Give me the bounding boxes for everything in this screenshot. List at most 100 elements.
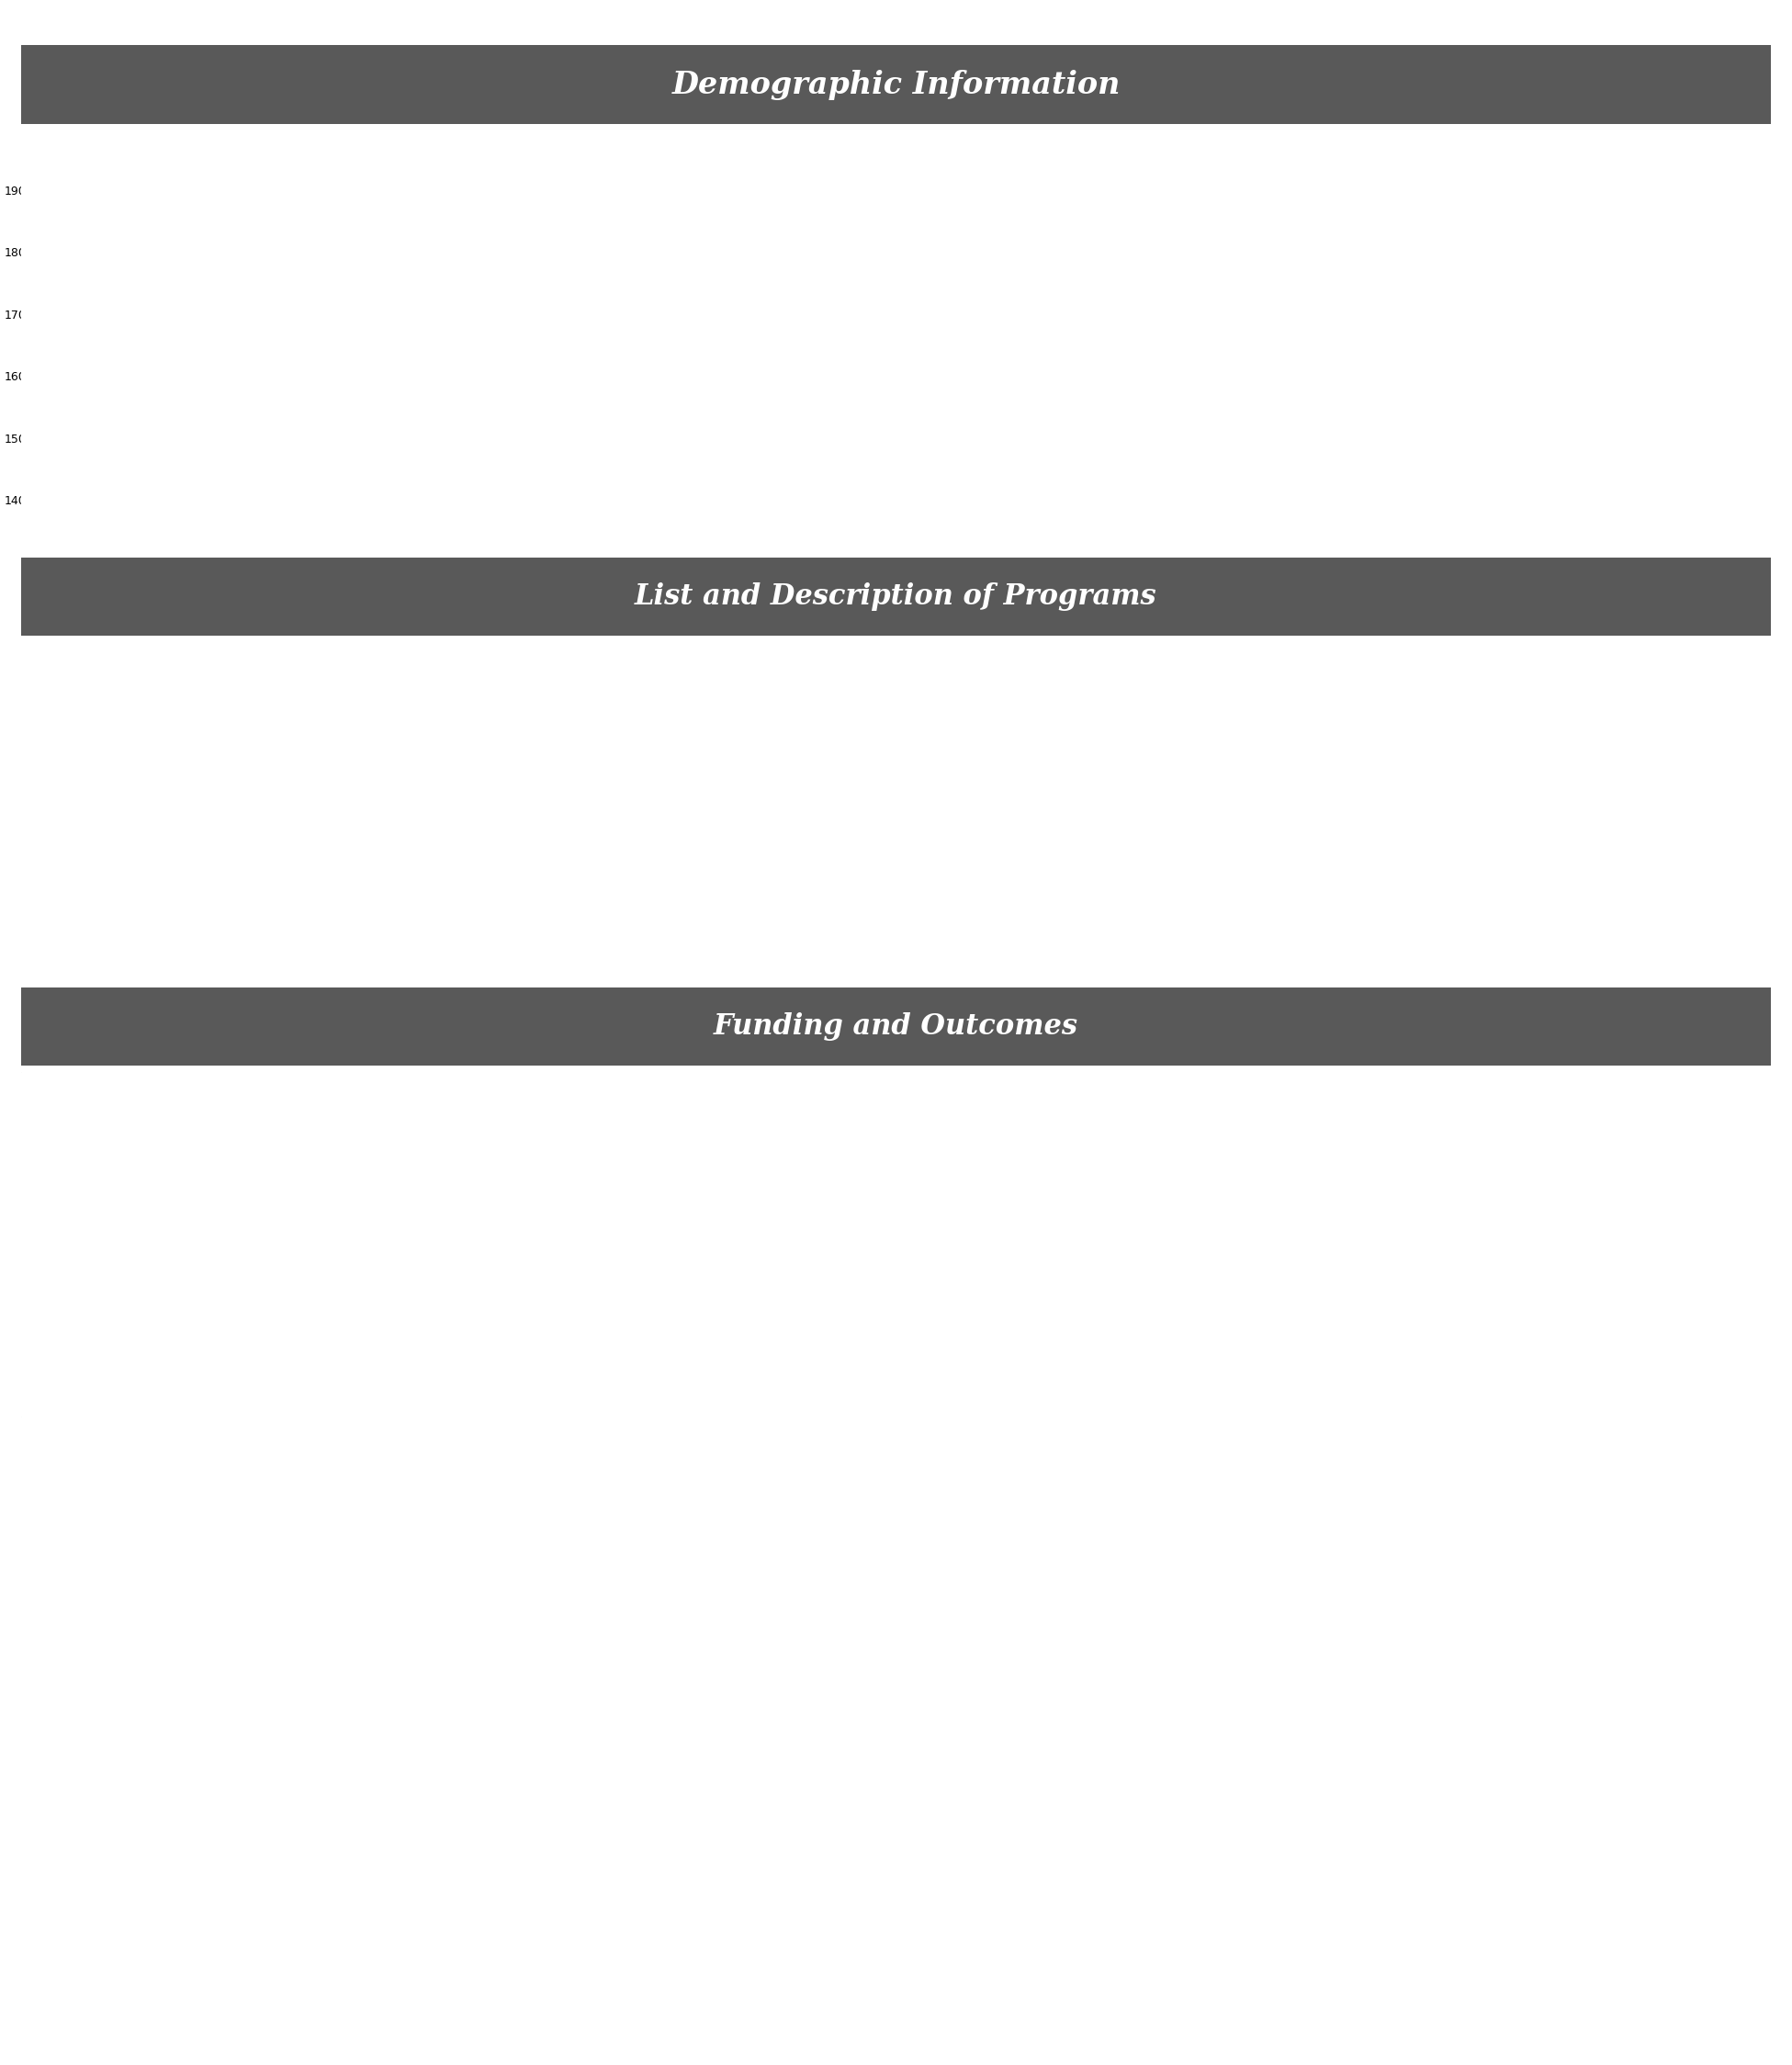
Bar bbox=[720, 1192, 826, 1241]
Bar bbox=[857, 1543, 969, 1588]
Bar bbox=[1199, 657, 1770, 704]
Text: $4,746,000,000: $4,746,000,000 bbox=[729, 1161, 819, 1169]
Wedge shape bbox=[566, 151, 767, 458]
Bar bbox=[1591, 1640, 1704, 1683]
Wedge shape bbox=[604, 151, 615, 225]
Wedge shape bbox=[932, 171, 1167, 438]
Bar bbox=[595, 1869, 708, 1918]
Text: (Number of households that remain unsheltered): (Number of households that remain unshel… bbox=[1163, 1706, 1398, 1714]
Wedge shape bbox=[903, 173, 1027, 388]
Bar bbox=[22, 1072, 1770, 1107]
Text: Cost/Outcome: Cost/Outcome bbox=[1607, 1470, 1688, 1479]
Bar bbox=[1591, 1495, 1704, 1540]
Text: Outcome Measures: Outcome Measures bbox=[1226, 1117, 1335, 1127]
Wedge shape bbox=[1018, 171, 1036, 235]
Bar bbox=[857, 1923, 969, 1972]
Bar bbox=[720, 1687, 826, 1733]
Text: Black/African
American 30%: Black/African American 30% bbox=[643, 452, 771, 520]
Text: $600,000,000: $600,000,000 bbox=[613, 1889, 690, 1898]
Text: Non-Veteran 94%: Non-Veteran 94% bbox=[1337, 415, 1443, 489]
Text: $3,483,000: $3,483,000 bbox=[742, 1514, 806, 1522]
Text: $53,000,000: $53,000,000 bbox=[878, 1889, 950, 1898]
Bar bbox=[1591, 1140, 1704, 1189]
Bar bbox=[595, 2028, 708, 2065]
Text: ▶: ▶ bbox=[633, 712, 640, 721]
Text: Expenditures: Expenditures bbox=[737, 1117, 812, 1127]
Bar bbox=[22, 1417, 1770, 1456]
Polygon shape bbox=[720, 1799, 826, 1834]
Text: Comparison for context: Comparison for context bbox=[426, 2046, 547, 2057]
Text: Outcome Measures: Outcome Measures bbox=[1226, 1470, 1335, 1479]
Bar bbox=[720, 1495, 826, 1540]
Text: Program D (Supportive Services): Program D (Supportive Services) bbox=[378, 1561, 547, 1569]
Bar bbox=[857, 2028, 969, 2065]
Bar bbox=[720, 1295, 826, 1344]
Bar bbox=[720, 1974, 826, 2024]
Text: GENDER: GENDER bbox=[993, 306, 1077, 324]
Bar bbox=[720, 1590, 826, 1635]
Text: Native American or Alaska Native 5%: Native American or Alaska Native 5% bbox=[650, 109, 926, 161]
Text: Program C HHAP Round 1 (Outreach): Program C HHAP Round 1 (Outreach) bbox=[357, 1514, 547, 1522]
Text: Demographic Information: Demographic Information bbox=[672, 70, 1120, 99]
Text: Program E: Program E bbox=[633, 853, 706, 865]
Bar bbox=[595, 1687, 708, 1733]
Bar bbox=[595, 1974, 708, 2024]
Text: Example: Example bbox=[661, 712, 711, 723]
Text: Program B (Rapid Rehousing): Program B (Rapid Rehousing) bbox=[396, 1212, 547, 1220]
Text: Program G (Permanent Housing): Program G (Permanent Housing) bbox=[380, 1941, 547, 1951]
Text: Nonbinary/Gender Non-conforming 2%: Nonbinary/Gender Non-conforming 2% bbox=[1050, 112, 1342, 173]
Text: HHAP Round 1: HHAP Round 1 bbox=[781, 733, 869, 745]
Bar bbox=[1591, 1243, 1704, 1293]
Text: Cost/Outcome: Cost/Outcome bbox=[1607, 1117, 1688, 1127]
X-axis label: Year: Year bbox=[194, 520, 217, 533]
Bar bbox=[1591, 1923, 1704, 1972]
Bar bbox=[720, 1923, 826, 1972]
Bar bbox=[1591, 1543, 1704, 1588]
Text: Female 34%: Female 34% bbox=[1077, 142, 1181, 186]
Text: Appropriation: Appropriation bbox=[611, 1846, 692, 1854]
Text: (Permanent Housing): (Permanent Housing) bbox=[1371, 822, 1500, 834]
Text: (Rapid Rehousing): (Rapid Rehousing) bbox=[194, 822, 305, 834]
Text: 5,900 units built with Homekey Round 1 funds: 5,900 units built with Homekey Round 1 f… bbox=[1170, 1889, 1392, 1898]
Text: Program C: Program C bbox=[633, 733, 706, 745]
Text: EXITING HOMELESSNESS: EXITING HOMELESSNESS bbox=[1222, 673, 1410, 688]
Text: (number of households that were re-housed): (number of households that were re-house… bbox=[1174, 1212, 1387, 1220]
Bar bbox=[1591, 1590, 1704, 1635]
Text: Appropriation: Appropriation bbox=[611, 1117, 692, 1127]
Text: $92,712: $92,712 bbox=[1625, 1889, 1672, 1898]
Text: Comparison for context: Comparison for context bbox=[426, 1315, 547, 1324]
Polygon shape bbox=[22, 1417, 143, 1456]
Wedge shape bbox=[1407, 171, 1457, 240]
Text: $5,000,000,000: $5,000,000,000 bbox=[607, 1161, 695, 1169]
Text: EXITING HOMELESSNESS: EXITING HOMELESSNESS bbox=[1149, 1809, 1342, 1823]
Text: 370,000 households provided with rental and utility assistance: 370,000 households provided with rental … bbox=[1131, 1161, 1432, 1169]
Bar bbox=[1591, 1192, 1704, 1241]
Text: Program D: Program D bbox=[633, 793, 708, 805]
Wedge shape bbox=[539, 153, 599, 233]
Text: (Supportive services): (Supportive services) bbox=[781, 793, 912, 805]
Text: Expenditures: Expenditures bbox=[737, 1470, 812, 1479]
Text: Comparison for context: Comparison for context bbox=[426, 1706, 547, 1714]
Text: (Total number prevented from entering homelessness): (Total number prevented from entering ho… bbox=[1150, 1264, 1412, 1272]
Bar bbox=[857, 1590, 969, 1635]
Bar bbox=[595, 1192, 708, 1241]
Bar bbox=[1591, 1974, 1704, 2024]
Bar bbox=[1591, 1869, 1704, 1918]
Bar bbox=[595, 1923, 708, 1972]
Bar bbox=[857, 1243, 969, 1293]
Text: Example: Example bbox=[1251, 712, 1301, 723]
Bar bbox=[595, 1640, 708, 1683]
Text: RACE: RACE bbox=[588, 308, 640, 326]
Text: $547,000,000: $547,000,000 bbox=[735, 1889, 814, 1898]
Text: Program F Homekey Round 1: Program F Homekey Round 1 bbox=[398, 1889, 547, 1898]
Bar bbox=[720, 1243, 826, 1293]
Text: Homekey Round 1: Homekey Round 1 bbox=[1371, 733, 1482, 745]
Text: Funding and Outcomes: Funding and Outcomes bbox=[713, 1012, 1079, 1041]
Bar bbox=[857, 1974, 969, 2024]
Text: List and Description of Programs: List and Description of Programs bbox=[634, 582, 1158, 611]
Text: $254,000,000: $254,000,000 bbox=[874, 1161, 953, 1169]
Text: ▶: ▶ bbox=[45, 712, 50, 721]
Polygon shape bbox=[22, 1072, 143, 1107]
Text: EXPERIENCING HOMELESSNESS*: EXPERIENCING HOMELESSNESS* bbox=[769, 1429, 1023, 1443]
Wedge shape bbox=[461, 215, 590, 450]
